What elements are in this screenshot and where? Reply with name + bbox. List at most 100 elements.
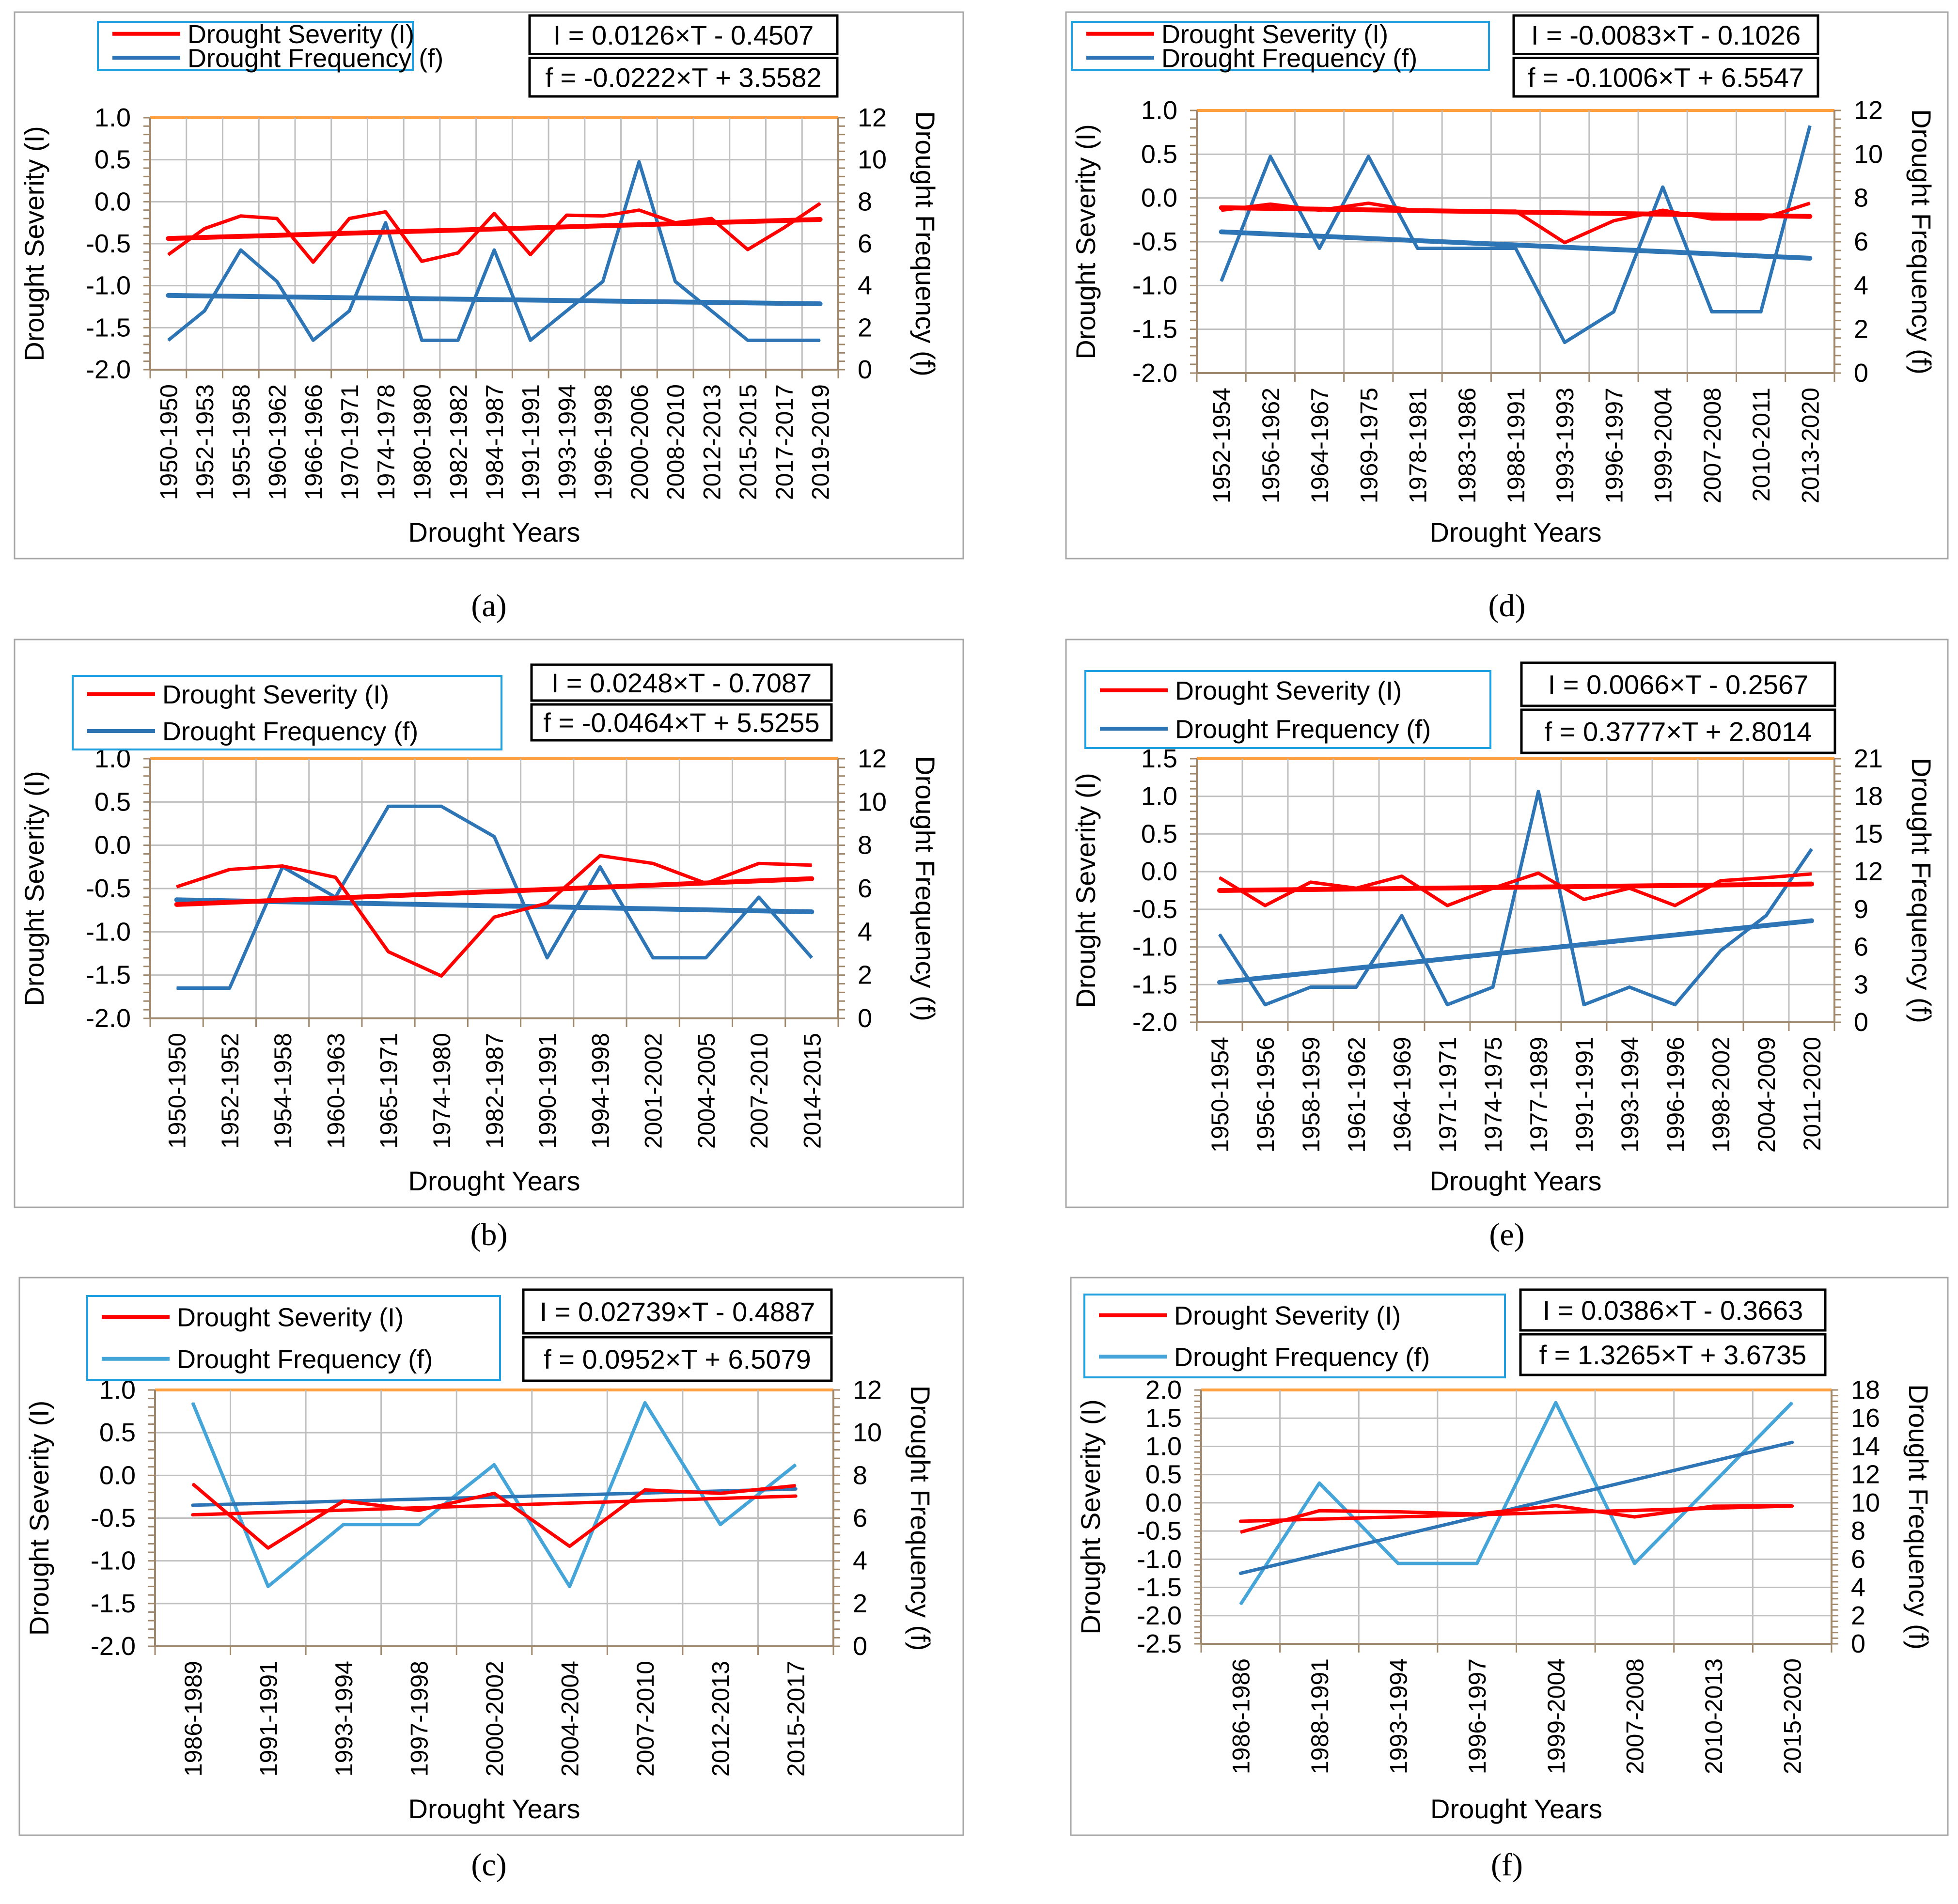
x-category-label: 2015-2020 xyxy=(1779,1658,1806,1774)
severity-series-line-point xyxy=(1401,875,1402,877)
severity-series-line-point xyxy=(652,863,654,864)
x-category-label: 1977-1989 xyxy=(1525,1037,1552,1153)
frequency-series-line-point xyxy=(547,957,548,958)
x-category-label: 2013-2020 xyxy=(1797,388,1824,503)
frequency-series-line-point xyxy=(1240,1604,1241,1605)
x-category-label: 1982-1982 xyxy=(445,384,472,500)
severity-series-line-point xyxy=(421,261,423,262)
left-tick-label: 0.0 xyxy=(1145,1488,1182,1517)
right-tick-label: 4 xyxy=(1854,271,1868,300)
severity-series-line-point xyxy=(343,1500,344,1502)
x-category-label: 1955-1958 xyxy=(228,384,255,500)
x-category-label: 2010-2011 xyxy=(1748,388,1775,501)
frequency-series-line-point xyxy=(711,310,712,312)
x-axis-title: Drought Years xyxy=(1430,517,1602,547)
trend-equations: I = 0.0386×T - 0.3663 f = 1.3265×T + 3.67… xyxy=(1519,1288,1827,1376)
legend: Drought Severity (I) Drought Frequency (f… xyxy=(1083,1294,1506,1378)
severity-series-line-point xyxy=(569,1545,570,1547)
severity-series-line-point xyxy=(758,863,760,864)
right-tick-label: 0 xyxy=(853,1632,867,1661)
frequency-series-line-point xyxy=(192,1402,193,1404)
x-category-label: 2004-2009 xyxy=(1753,1037,1780,1153)
left-tick-label: -0.5 xyxy=(1137,1516,1182,1545)
severity-series-line-point xyxy=(494,916,495,918)
severity-equation-box xyxy=(1519,1288,1827,1332)
x-category-label: 1980-1980 xyxy=(409,384,436,500)
x-axis-title: Drought Years xyxy=(1430,1166,1602,1196)
severity-equation: I = 0.0126×T - 0.4507 xyxy=(553,20,814,50)
frequency-series-line-point xyxy=(343,1524,344,1525)
x-category-label: 2007-2008 xyxy=(1621,1658,1648,1774)
x-category-label: 1996-1997 xyxy=(1464,1658,1491,1774)
legend-severity-label: Drought Severity (I) xyxy=(1175,676,1402,705)
x-category-label: 1998-2002 xyxy=(1707,1037,1735,1153)
chart-panel-c: 1.00.50.0-0.5-1.0-1.5-2.01210864201986-1… xyxy=(18,1277,964,1883)
left-tick-label: -1.5 xyxy=(86,961,131,990)
x-category-label: 1993-1994 xyxy=(330,1661,358,1777)
x-category-label: 2004-2004 xyxy=(557,1661,584,1777)
frequency-series-line-point xyxy=(758,896,760,898)
chart-panel-f: 2.01.51.00.50.0-0.5-1.0-1.5-2.0-2.518161… xyxy=(1070,1277,1949,1883)
frequency-series-line-point xyxy=(638,161,640,162)
x-category-label: 1960-1962 xyxy=(264,384,291,500)
severity-series-line-point xyxy=(349,218,350,219)
left-tick-label: -1.5 xyxy=(1132,315,1177,344)
frequency-series-line-point xyxy=(720,1524,721,1525)
right-tick-label: 8 xyxy=(853,1461,867,1490)
left-tick-label: -0.5 xyxy=(1132,227,1177,256)
left-tick-label: -2.5 xyxy=(1137,1629,1182,1658)
severity-series-line-point xyxy=(494,1493,495,1494)
left-tick-label: 0.0 xyxy=(1141,184,1177,213)
severity-series-line-point xyxy=(267,1547,269,1549)
severity-series-line-point xyxy=(1310,881,1311,883)
legend-box xyxy=(86,1295,501,1381)
frequency-series-line-point xyxy=(1368,156,1369,157)
severity-series-line-point xyxy=(602,215,604,217)
frequency-series-line-point xyxy=(602,281,604,282)
severity-trendline xyxy=(1219,205,1813,219)
severity-series-line-point xyxy=(1265,905,1266,906)
right-tick-label: 12 xyxy=(1854,857,1883,886)
right-tick-label: 8 xyxy=(858,187,872,216)
severity-equation: I = 0.0386×T - 0.3663 xyxy=(1543,1295,1803,1326)
x-category-label: 2000-2002 xyxy=(481,1661,508,1777)
frequency-series-line-point xyxy=(1811,848,1812,850)
frequency-series-line-point xyxy=(1809,125,1811,126)
x-category-label: 1991-1991 xyxy=(517,384,545,500)
y-axis-title-right: Drought Frequency (f) xyxy=(910,111,940,376)
left-tick-label: -2.0 xyxy=(91,1632,136,1661)
x-category-label: 1978-1981 xyxy=(1405,388,1432,503)
left-tick-label: 1.0 xyxy=(1141,96,1177,125)
left-tick-label: -0.5 xyxy=(91,1504,136,1533)
severity-series-line-point xyxy=(1711,218,1712,220)
severity-series-line-point xyxy=(335,876,336,878)
severity-series-line-point xyxy=(229,869,230,870)
right-tick-label: 18 xyxy=(1854,782,1883,811)
left-tick-label: 1.5 xyxy=(1145,1404,1182,1433)
severity-series-line-point xyxy=(494,213,495,214)
severity-trendline xyxy=(191,1494,798,1517)
severity-series-line-point xyxy=(1766,877,1767,878)
panel-caption: (d) xyxy=(1488,588,1526,624)
right-tick-label: 16 xyxy=(1851,1404,1880,1433)
right-tick-label: 6 xyxy=(1851,1545,1865,1574)
severity-series-line-point xyxy=(388,951,389,952)
frequency-series-line-point xyxy=(176,987,177,989)
panel-caption: (c) xyxy=(471,1847,506,1883)
legend: Drought Severity (I) Drought Frequency (f… xyxy=(86,1295,501,1381)
x-category-label: 1999-2004 xyxy=(1650,388,1677,503)
x-axis-title: Drought Years xyxy=(408,517,580,547)
left-tick-label: -2.0 xyxy=(86,355,131,384)
trend-equations: I = 0.0066×T - 0.2567 f = 0.3777×T + 2.80… xyxy=(1520,661,1836,754)
x-category-label: 1997-1998 xyxy=(406,1661,433,1777)
x-category-label: 2001-2002 xyxy=(640,1033,667,1149)
x-category-label: 2011-2020 xyxy=(1799,1037,1826,1151)
severity-series-line-point xyxy=(566,215,567,216)
legend-frequency-label: Drought Frequency (f) xyxy=(162,717,418,746)
frequency-series-line-point xyxy=(388,806,389,807)
frequency-series-line-point xyxy=(783,340,784,341)
x-category-label: 1950-1954 xyxy=(1206,1037,1234,1153)
legend-frequency-label: Drought Frequency (f) xyxy=(188,44,443,73)
severity-series-line-point xyxy=(1713,1505,1714,1507)
right-tick-label: 8 xyxy=(1851,1516,1865,1545)
